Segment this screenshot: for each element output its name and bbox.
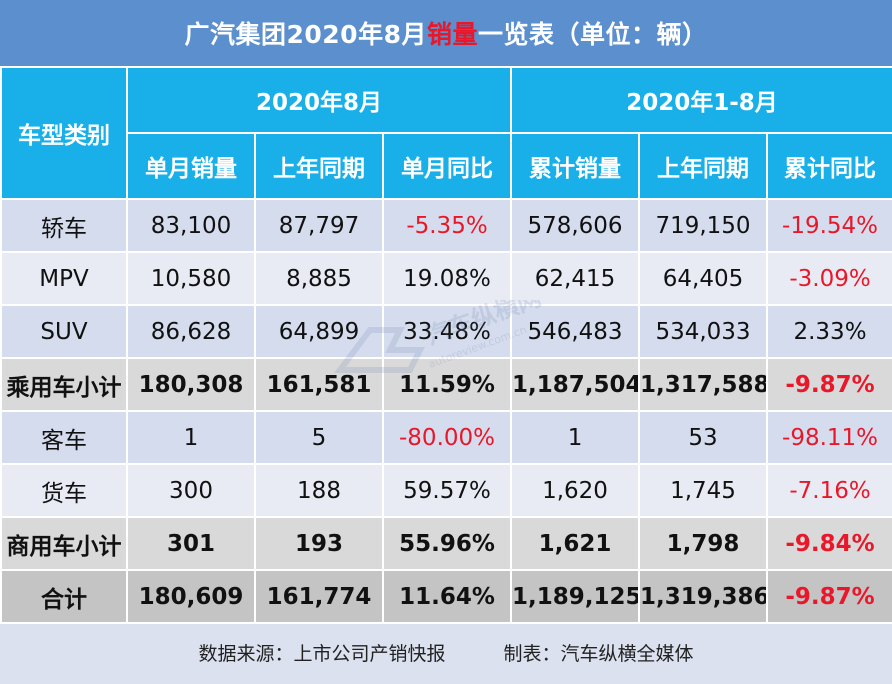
table-cell: 62,415	[510, 251, 641, 306]
row-label: 货车	[0, 463, 128, 518]
table-cell: -9.87%	[766, 569, 892, 624]
column-header: 累计销量	[510, 132, 641, 200]
header-group-ytd: 2020年1-8月	[510, 66, 892, 134]
table-row: 乘用车小计 180,308 161,581 11.59% 1,187,504 1,317,…	[0, 357, 892, 412]
table-cell: 11.59%	[381, 357, 513, 412]
table-cell: -98.11%	[766, 410, 892, 465]
table-cell: 33.48%	[381, 304, 513, 359]
table-cell: 87,797	[254, 198, 384, 253]
table-row: SUV 86,628 64,899 33.48% 546,483 534,033 2.33%	[0, 304, 892, 359]
footer-maker: 制表：汽车纵横全媒体	[503, 642, 694, 665]
table-body: 轿车 83,100 87,797 -5.35% 578,606 719,150 -19.54…	[0, 198, 892, 624]
row-label: 客车	[0, 410, 128, 465]
table-cell: 1,317,588	[638, 357, 769, 412]
table-cell: 161,774	[254, 569, 384, 624]
table-cell: 193	[254, 516, 384, 571]
table-cell: 578,606	[510, 198, 641, 253]
table-cell: -3.09%	[766, 251, 892, 306]
table-cell: 83,100	[126, 198, 256, 253]
table-cell: 1,187,504	[510, 357, 641, 412]
header-group-month: 2020年8月	[125, 66, 513, 134]
table-cell: 1,620	[510, 463, 641, 518]
table-cell: 55.96%	[381, 516, 513, 571]
table-row: 货车 300 188 59.57% 1,620 1,745 -7.16%	[0, 463, 892, 518]
column-header: 单月同比	[381, 132, 513, 200]
row-label: 商用车小计	[0, 516, 128, 571]
column-header: 上年同期	[254, 132, 384, 200]
table-cell: 534,033	[638, 304, 769, 359]
footer-source: 数据来源：上市公司产销快报	[198, 642, 446, 665]
table-row: MPV 10,580 8,885 19.08% 62,415 64,405 -3.09%	[0, 251, 892, 306]
table-cell: -9.87%	[766, 357, 892, 412]
table-cell: 11.64%	[381, 569, 513, 624]
column-header: 单月销量	[126, 132, 256, 200]
table-cell: 1	[126, 410, 256, 465]
table-cell: 546,483	[510, 304, 641, 359]
table-cell: 180,308	[126, 357, 256, 412]
table-cell: 64,899	[254, 304, 384, 359]
table-row: 合计 180,609 161,774 11.64% 1,189,125 1,319,386…	[0, 569, 892, 624]
table-cell: 8,885	[254, 251, 384, 306]
table-cell: 188	[254, 463, 384, 518]
table-cell: 1,319,386	[638, 569, 769, 624]
row-label: 轿车	[0, 198, 128, 253]
column-header: 累计同比	[766, 132, 892, 200]
table-cell: 86,628	[126, 304, 256, 359]
table-cell: 180,609	[126, 569, 256, 624]
table-cell: 719,150	[638, 198, 769, 253]
table-cell: 64,405	[638, 251, 769, 306]
sales-table: 车型类别 2020年8月 2020年1-8月 单月销量 上年同期 单月同比 累计…	[0, 66, 892, 624]
header-category: 车型类别	[0, 66, 128, 200]
table-cell: 59.57%	[381, 463, 513, 518]
table-cell: 301	[126, 516, 256, 571]
table-row: 商用车小计 301 193 55.96% 1,621 1,798 -9.84%	[0, 516, 892, 571]
table-row: 客车 1 5 -80.00% 1 53 -98.11%	[0, 410, 892, 465]
table-row: 轿车 83,100 87,797 -5.35% 578,606 719,150 -19.54…	[0, 198, 892, 253]
table-cell: -5.35%	[381, 198, 513, 253]
column-header: 上年同期	[638, 132, 769, 200]
footer: 数据来源：上市公司产销快报 制表：汽车纵横全媒体	[0, 620, 892, 684]
table-cell: 1,189,125	[510, 569, 641, 624]
table-cell: 161,581	[254, 357, 384, 412]
table-cell: 53	[638, 410, 769, 465]
table-cell: 5	[254, 410, 384, 465]
row-label: SUV	[0, 304, 128, 359]
table-cell: -19.54%	[766, 198, 892, 253]
table-cell: -7.16%	[766, 463, 892, 518]
table-cell: 1,745	[638, 463, 769, 518]
title-prefix: 广汽集团2020年8月	[184, 20, 427, 49]
row-label: MPV	[0, 251, 128, 306]
row-label: 乘用车小计	[0, 357, 128, 412]
table-cell: 300	[126, 463, 256, 518]
table-cell: 1	[510, 410, 641, 465]
table-cell: 2.33%	[766, 304, 892, 359]
table-cell: 10,580	[126, 251, 256, 306]
table-cell: 1,798	[638, 516, 769, 571]
table-cell: 19.08%	[381, 251, 513, 306]
row-label: 合计	[0, 569, 128, 624]
table-title: 广汽集团2020年8月 销量 一览表（单位：辆）	[0, 0, 892, 66]
table-cell: 1,621	[510, 516, 641, 571]
title-highlight: 销量	[426, 20, 478, 49]
table-cell: -9.84%	[766, 516, 892, 571]
table-cell: -80.00%	[381, 410, 513, 465]
title-suffix: 一览表（单位：辆）	[477, 20, 708, 49]
